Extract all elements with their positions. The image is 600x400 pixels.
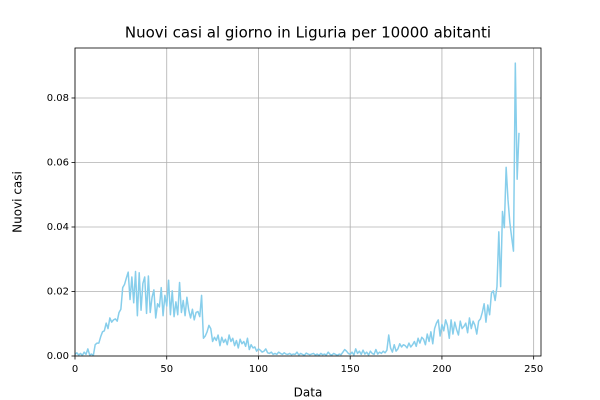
x-tick-label: 50	[160, 364, 173, 375]
x-tick-label: 0	[72, 364, 78, 375]
y-axis-label: Nuovi casi	[11, 171, 25, 233]
y-tick-label: 0.06	[47, 157, 69, 168]
y-tick-label: 0.08	[47, 93, 69, 104]
data-line	[74, 62, 520, 357]
x-axis-label: Data	[294, 386, 323, 400]
x-tick-label: 250	[524, 364, 543, 375]
x-tick-label: 150	[341, 364, 360, 375]
y-tick-label: 0.04	[47, 222, 69, 233]
y-tick-label: 0.00	[47, 351, 69, 362]
chart-title: Nuovi casi al giorno in Liguria per 1000…	[125, 24, 491, 42]
plot-frame	[74, 47, 542, 357]
y-tick-label: 0.02	[47, 286, 69, 297]
x-tick-label: 100	[249, 364, 268, 375]
x-tick-label: 200	[432, 364, 451, 375]
